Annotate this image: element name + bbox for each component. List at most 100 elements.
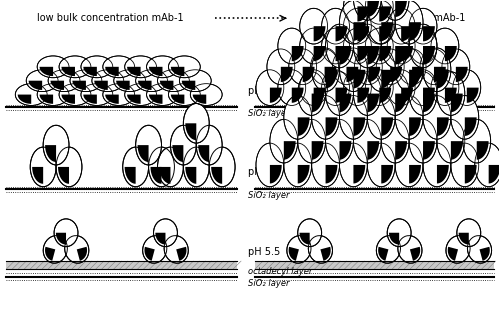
Polygon shape xyxy=(380,46,391,61)
Polygon shape xyxy=(171,67,184,76)
Polygon shape xyxy=(423,94,435,112)
Ellipse shape xyxy=(30,147,56,187)
Polygon shape xyxy=(451,141,462,160)
Ellipse shape xyxy=(56,147,82,187)
Ellipse shape xyxy=(114,70,146,92)
Polygon shape xyxy=(336,46,347,61)
Ellipse shape xyxy=(48,70,80,92)
Polygon shape xyxy=(368,94,379,112)
Ellipse shape xyxy=(190,84,222,106)
Polygon shape xyxy=(340,46,351,65)
Ellipse shape xyxy=(354,72,382,115)
Polygon shape xyxy=(434,67,446,82)
Polygon shape xyxy=(451,94,462,112)
Ellipse shape xyxy=(368,48,395,92)
Ellipse shape xyxy=(154,219,178,247)
Polygon shape xyxy=(456,67,468,82)
Ellipse shape xyxy=(256,70,284,106)
Ellipse shape xyxy=(59,84,91,106)
Ellipse shape xyxy=(382,72,409,115)
Ellipse shape xyxy=(81,84,113,106)
Polygon shape xyxy=(124,167,136,184)
Polygon shape xyxy=(423,26,435,41)
Ellipse shape xyxy=(158,70,190,92)
Polygon shape xyxy=(45,247,56,261)
Polygon shape xyxy=(382,117,393,136)
Text: pH 5.5: pH 5.5 xyxy=(248,247,280,257)
Polygon shape xyxy=(312,94,324,112)
Ellipse shape xyxy=(148,147,174,187)
Ellipse shape xyxy=(431,70,459,106)
Polygon shape xyxy=(211,167,222,184)
Polygon shape xyxy=(281,67,292,82)
Ellipse shape xyxy=(409,28,437,64)
Polygon shape xyxy=(314,46,326,61)
Ellipse shape xyxy=(287,236,311,263)
Ellipse shape xyxy=(26,70,58,92)
Bar xyxy=(255,261,494,269)
Polygon shape xyxy=(40,94,53,104)
Polygon shape xyxy=(149,67,162,76)
Text: octadecyl layer: octadecyl layer xyxy=(248,267,312,276)
Ellipse shape xyxy=(103,84,134,106)
Polygon shape xyxy=(395,46,407,65)
Text: SiO₂ layer: SiO₂ layer xyxy=(248,279,290,288)
Ellipse shape xyxy=(322,70,349,106)
Ellipse shape xyxy=(395,0,423,44)
Ellipse shape xyxy=(368,143,395,187)
Text: pH 5.5: pH 5.5 xyxy=(248,86,280,95)
Polygon shape xyxy=(288,247,299,261)
Ellipse shape xyxy=(103,56,134,78)
Polygon shape xyxy=(410,247,420,261)
Polygon shape xyxy=(401,26,413,41)
Ellipse shape xyxy=(340,143,367,187)
Ellipse shape xyxy=(146,56,178,78)
Polygon shape xyxy=(423,141,435,160)
Polygon shape xyxy=(172,145,184,162)
Polygon shape xyxy=(354,165,366,184)
Ellipse shape xyxy=(366,8,393,44)
Polygon shape xyxy=(186,123,196,140)
Ellipse shape xyxy=(382,0,409,20)
Polygon shape xyxy=(368,0,379,17)
Ellipse shape xyxy=(64,236,89,263)
Polygon shape xyxy=(105,67,118,76)
Polygon shape xyxy=(198,145,209,162)
Polygon shape xyxy=(409,117,421,136)
Polygon shape xyxy=(292,46,304,61)
Polygon shape xyxy=(467,87,478,103)
Polygon shape xyxy=(340,141,351,160)
Polygon shape xyxy=(423,87,435,103)
Ellipse shape xyxy=(256,143,284,187)
Polygon shape xyxy=(302,67,314,82)
Polygon shape xyxy=(465,165,476,184)
Polygon shape xyxy=(116,81,130,90)
Ellipse shape xyxy=(16,84,47,106)
Ellipse shape xyxy=(442,49,470,85)
Polygon shape xyxy=(480,247,490,261)
Ellipse shape xyxy=(124,56,156,78)
Ellipse shape xyxy=(122,147,148,187)
Ellipse shape xyxy=(168,84,200,106)
Ellipse shape xyxy=(463,119,490,163)
Polygon shape xyxy=(18,94,31,104)
Polygon shape xyxy=(144,247,154,261)
Ellipse shape xyxy=(387,28,415,64)
Polygon shape xyxy=(320,247,330,261)
Polygon shape xyxy=(395,94,407,112)
Ellipse shape xyxy=(312,143,340,187)
Polygon shape xyxy=(395,0,407,17)
Polygon shape xyxy=(346,67,358,82)
Ellipse shape xyxy=(382,24,409,68)
Ellipse shape xyxy=(37,84,69,106)
Ellipse shape xyxy=(310,49,338,85)
Polygon shape xyxy=(58,167,69,184)
Ellipse shape xyxy=(54,219,78,247)
Ellipse shape xyxy=(308,236,332,263)
Ellipse shape xyxy=(92,70,124,92)
Ellipse shape xyxy=(376,49,404,85)
Polygon shape xyxy=(270,87,281,103)
Ellipse shape xyxy=(146,84,178,106)
Ellipse shape xyxy=(354,49,382,85)
Polygon shape xyxy=(382,70,393,88)
